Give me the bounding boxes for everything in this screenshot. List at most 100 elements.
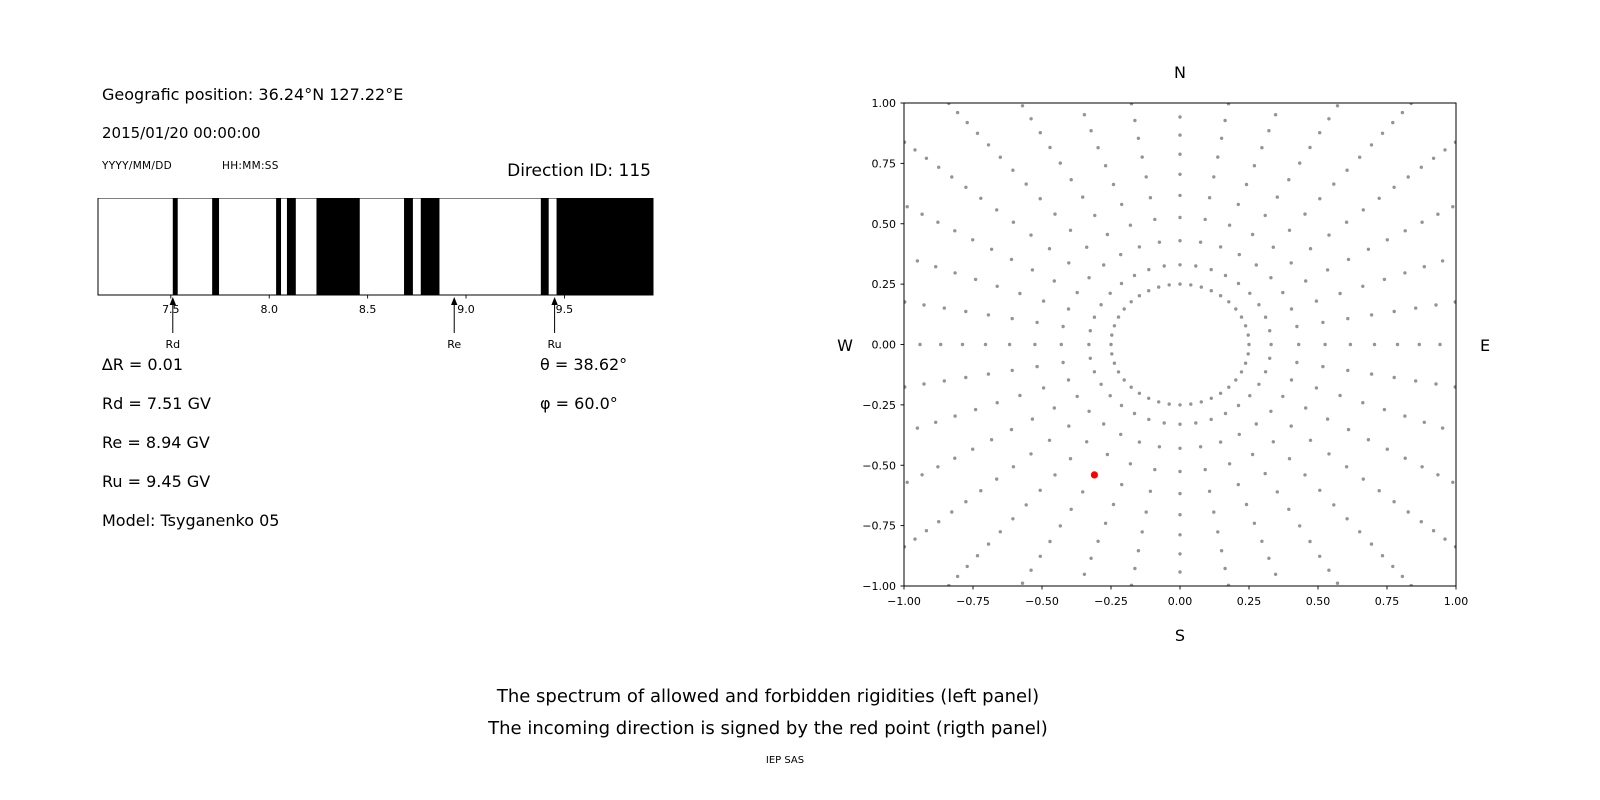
gray-dot <box>1005 81 1008 84</box>
gray-dot <box>1178 646 1181 649</box>
gray-dot <box>1263 315 1268 319</box>
gray-dot <box>964 375 968 380</box>
gray-dot <box>1129 385 1133 389</box>
gray-dot <box>1268 356 1272 360</box>
gray-dot <box>979 196 983 200</box>
gray-dot <box>884 127 887 130</box>
gray-dot <box>1247 342 1251 347</box>
gray-dot <box>1041 299 1046 303</box>
gray-dot <box>1024 182 1028 186</box>
gray-dot <box>1332 503 1336 507</box>
gray-dot <box>851 583 854 586</box>
gray-dot <box>1369 313 1374 317</box>
rd-text: Rd = 7.51 GV <box>102 394 211 413</box>
gray-dot <box>1128 462 1133 466</box>
gray-dot <box>1442 67 1445 70</box>
gray-dot <box>1263 213 1267 218</box>
gray-dot <box>1268 329 1272 333</box>
gray-dot <box>1236 482 1240 487</box>
gray-dot <box>1392 309 1396 314</box>
gray-dot <box>1366 247 1371 251</box>
gray-dot <box>832 343 835 346</box>
gray-dot <box>1361 477 1365 481</box>
gray-dot <box>1110 352 1114 356</box>
gray-dot <box>922 303 926 307</box>
gray-dot <box>1020 581 1025 585</box>
gray-dot <box>867 442 870 445</box>
gray-dot <box>1081 195 1085 199</box>
cutoff-marker-arrowhead <box>169 297 176 305</box>
gray-dot <box>904 140 907 144</box>
gray-dot <box>1035 320 1039 325</box>
gray-dot <box>1380 648 1383 651</box>
gray-dot <box>1248 394 1252 398</box>
gray-dot <box>1344 92 1347 95</box>
gray-dot <box>1269 342 1273 347</box>
gray-dot <box>914 67 917 70</box>
gray-dot <box>1157 445 1162 449</box>
gray-dot <box>971 238 975 242</box>
allowed-rigidity-band <box>316 198 360 295</box>
gray-dot <box>1071 84 1074 87</box>
gray-dot <box>1246 352 1250 356</box>
gray-dot <box>965 564 969 569</box>
gray-dot <box>950 510 954 514</box>
gray-dot <box>1243 361 1248 365</box>
gray-dot <box>1089 556 1093 560</box>
gray-dot <box>1338 393 1342 398</box>
gray-dot <box>1209 289 1213 293</box>
gray-dot <box>893 133 896 136</box>
gray-dot <box>1385 238 1389 242</box>
gray-dot <box>1434 303 1438 307</box>
gray-dot <box>1409 103 1413 106</box>
gray-dot <box>1434 382 1438 386</box>
gray-dot <box>1308 539 1312 544</box>
gray-dot <box>910 63 913 66</box>
gray-dot <box>1287 178 1291 182</box>
gray-dot <box>1391 564 1395 569</box>
gray-dot <box>1451 205 1455 209</box>
gray-dot <box>1252 521 1257 525</box>
gray-dot <box>1453 545 1456 549</box>
gray-dot <box>1474 249 1477 252</box>
gray-dot <box>1239 315 1244 319</box>
gray-dot <box>1052 279 1056 283</box>
gray-dot <box>1137 391 1142 395</box>
gray-dot <box>1440 259 1445 263</box>
gray-dot <box>1223 118 1227 123</box>
gray-dot <box>1436 212 1440 216</box>
gray-dot <box>1230 600 1233 603</box>
gray-dot <box>1178 172 1182 176</box>
gray-dot <box>1198 240 1203 244</box>
gray-dot <box>852 393 855 396</box>
direction-x-tick-label: 0.75 <box>1375 595 1400 608</box>
gray-dot <box>1338 291 1342 296</box>
gray-dot <box>1327 452 1331 456</box>
gray-dot <box>932 600 935 603</box>
gray-dot <box>1218 440 1223 444</box>
gray-dot <box>1321 364 1325 369</box>
gray-dot <box>877 121 880 124</box>
gray-dot <box>1092 315 1097 319</box>
gray-dot <box>1018 393 1022 398</box>
gray-dot <box>1358 155 1362 159</box>
gray-dot <box>939 342 943 347</box>
gray-dot <box>892 198 895 201</box>
gray-dot <box>1289 307 1294 311</box>
direction-y-tick-label: −0.50 <box>862 459 896 472</box>
gray-dot <box>1472 559 1475 562</box>
gray-dot <box>1403 414 1407 418</box>
gray-dot <box>1103 521 1108 525</box>
direction-id-text: Direction ID: 115 <box>507 161 651 181</box>
gray-dot <box>1281 394 1285 399</box>
gray-dot <box>1369 143 1374 147</box>
gray-dot <box>1148 489 1153 493</box>
gray-dot <box>1076 588 1079 591</box>
gray-dot <box>870 116 873 119</box>
gray-dot <box>1218 294 1223 298</box>
gray-dot <box>1051 649 1054 652</box>
gray-dot <box>915 426 920 430</box>
gray-dot <box>937 165 941 169</box>
gray-dot <box>1472 388 1475 391</box>
gray-dot <box>885 388 888 391</box>
